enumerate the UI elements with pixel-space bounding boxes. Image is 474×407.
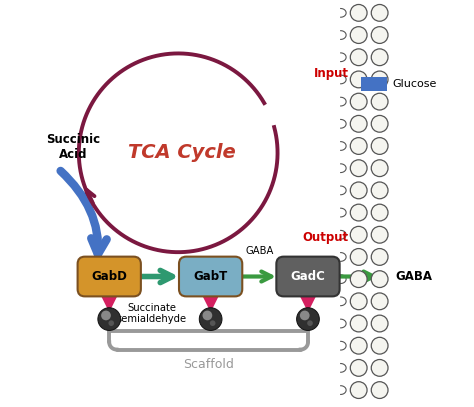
Text: GABA: GABA xyxy=(245,246,273,256)
Circle shape xyxy=(350,49,367,66)
Circle shape xyxy=(350,359,367,376)
Circle shape xyxy=(202,311,212,320)
Circle shape xyxy=(350,337,367,354)
Circle shape xyxy=(109,320,114,326)
Circle shape xyxy=(210,320,216,326)
Circle shape xyxy=(199,308,222,330)
Circle shape xyxy=(371,71,388,88)
Circle shape xyxy=(350,249,367,265)
Circle shape xyxy=(371,249,388,265)
Circle shape xyxy=(350,204,367,221)
Circle shape xyxy=(300,311,310,320)
Circle shape xyxy=(307,320,313,326)
FancyBboxPatch shape xyxy=(361,77,387,91)
Circle shape xyxy=(371,315,388,332)
Circle shape xyxy=(371,116,388,132)
Circle shape xyxy=(371,182,388,199)
Circle shape xyxy=(350,160,367,177)
Text: Input: Input xyxy=(313,67,348,80)
Circle shape xyxy=(371,27,388,44)
Text: Output: Output xyxy=(302,232,348,245)
Circle shape xyxy=(101,311,111,320)
Circle shape xyxy=(350,116,367,132)
Circle shape xyxy=(350,271,367,287)
Circle shape xyxy=(297,308,319,330)
Circle shape xyxy=(371,359,388,376)
Circle shape xyxy=(371,49,388,66)
Circle shape xyxy=(371,160,388,177)
Circle shape xyxy=(350,93,367,110)
Circle shape xyxy=(350,315,367,332)
FancyBboxPatch shape xyxy=(276,257,339,296)
Circle shape xyxy=(350,4,367,21)
Text: GabD: GabD xyxy=(91,270,127,283)
Circle shape xyxy=(371,293,388,310)
Text: Scaffold: Scaffold xyxy=(183,359,234,372)
Circle shape xyxy=(350,226,367,243)
Text: TCA Cycle: TCA Cycle xyxy=(128,143,236,162)
Circle shape xyxy=(350,382,367,398)
Circle shape xyxy=(371,4,388,21)
Circle shape xyxy=(350,27,367,44)
Circle shape xyxy=(371,138,388,154)
Circle shape xyxy=(371,271,388,287)
Circle shape xyxy=(371,93,388,110)
Text: Succinate
semialdehyde: Succinate semialdehyde xyxy=(117,303,187,324)
Text: Glucose: Glucose xyxy=(392,79,437,89)
FancyBboxPatch shape xyxy=(78,257,141,296)
Circle shape xyxy=(371,226,388,243)
Circle shape xyxy=(98,308,120,330)
Text: GabT: GabT xyxy=(193,270,228,283)
Text: GABA: GABA xyxy=(395,270,432,283)
Circle shape xyxy=(350,182,367,199)
Text: GadC: GadC xyxy=(291,270,326,283)
Circle shape xyxy=(371,337,388,354)
Circle shape xyxy=(350,71,367,88)
Circle shape xyxy=(350,293,367,310)
FancyBboxPatch shape xyxy=(179,257,242,296)
Text: Succinic
Acid: Succinic Acid xyxy=(46,133,100,161)
Circle shape xyxy=(350,138,367,154)
Circle shape xyxy=(371,382,388,398)
Circle shape xyxy=(371,204,388,221)
